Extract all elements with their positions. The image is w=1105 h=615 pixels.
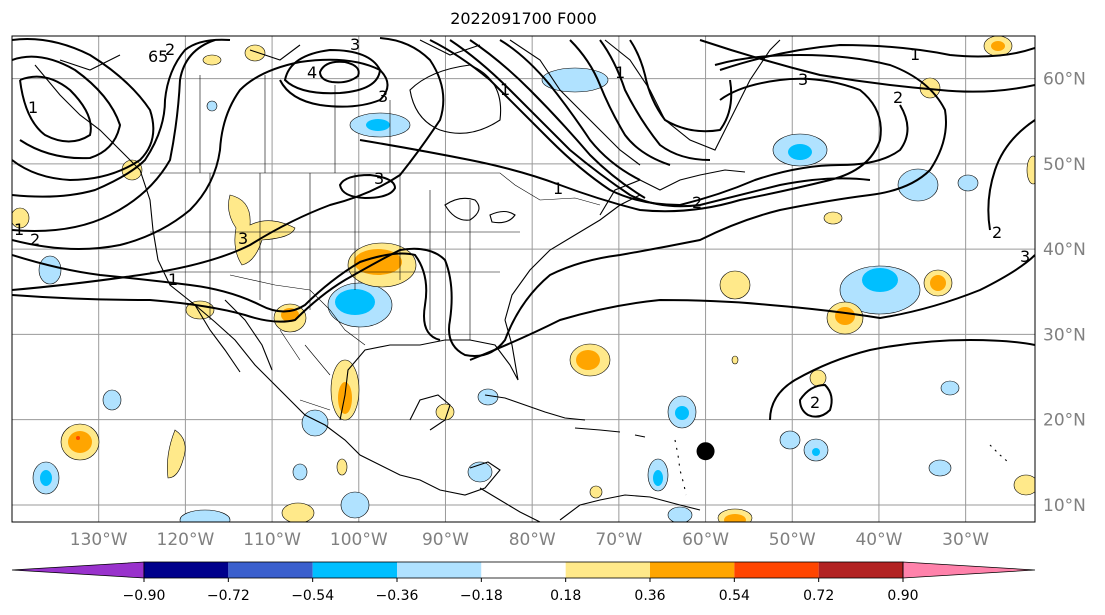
colorbar-tick-label: 0.72 bbox=[803, 588, 834, 604]
longitude-tick-label: 90°W bbox=[422, 530, 469, 550]
latitude-tick-label: 40°N bbox=[1043, 240, 1086, 260]
contour-label-group: 65 3 4 3 1 2 1 1 3 1 3 2 1 2 1 1 2 3 2 3… bbox=[14, 35, 1030, 412]
contour-label: 1 bbox=[168, 270, 178, 289]
latitude-tick-label: 30°N bbox=[1043, 325, 1086, 345]
colorbar-bin bbox=[144, 562, 229, 578]
longitude-tick-label: 40°W bbox=[855, 530, 902, 550]
contour-label: 1 bbox=[28, 98, 38, 117]
colorbar-bin bbox=[650, 562, 735, 578]
map-title: 2022091700 F000 bbox=[450, 9, 597, 28]
contour-label: 1 bbox=[910, 45, 920, 64]
colorbar-bin bbox=[818, 562, 903, 578]
longitude-tick-label: 130°W bbox=[70, 530, 128, 550]
contour-label: 3 bbox=[350, 35, 360, 54]
contour-label: 3 bbox=[374, 169, 384, 188]
colorbar: −0.90 −0.72 −0.54 −0.36 −0.18 0.18 0.36 0.54 0.7… bbox=[11, 561, 1036, 604]
colorbar-extend-low bbox=[11, 561, 145, 579]
longitude-tick-label: 60°W bbox=[682, 530, 729, 550]
contour-label: 2 bbox=[992, 223, 1002, 242]
longitude-tick-labels: 130°W 120°W 110°W 100°W 90°W 80°W 70°W 60°W 50°W… bbox=[70, 530, 989, 550]
colorbar-tick-label: 0.18 bbox=[550, 588, 581, 604]
latitude-tick-label: 20°N bbox=[1043, 411, 1086, 431]
contour-label: 1 bbox=[553, 179, 563, 198]
longitude-tick-label: 30°W bbox=[942, 530, 989, 550]
contour-label: 1 bbox=[615, 63, 625, 82]
colorbar-bin bbox=[397, 562, 482, 578]
colorbar-bin bbox=[228, 562, 313, 578]
longitude-tick-label: 80°W bbox=[509, 530, 556, 550]
latitude-tick-labels: 60°N 50°N 40°N 30°N 20°N 10°N bbox=[1043, 70, 1086, 516]
colorbar-tick-label: 0.54 bbox=[719, 588, 750, 604]
latitude-tick-label: 60°N bbox=[1043, 70, 1086, 90]
latitude-tick-label: 50°N bbox=[1043, 155, 1086, 175]
political-borders bbox=[150, 75, 601, 411]
contour-label: 2 bbox=[692, 193, 702, 212]
storm-center-marker bbox=[696, 442, 715, 461]
contour-label: 2 bbox=[893, 88, 903, 107]
colorbar-tick-label: −0.90 bbox=[123, 588, 166, 604]
colorbar-bin bbox=[312, 562, 397, 578]
longitude-tick-label: 50°W bbox=[769, 530, 816, 550]
longitude-tick-label: 120°W bbox=[157, 530, 215, 550]
contour-label: 3 bbox=[238, 229, 248, 248]
contour-label: 2 bbox=[810, 393, 820, 412]
colorbar-tick-label: 0.90 bbox=[887, 588, 918, 604]
colorbar-bin bbox=[565, 562, 650, 578]
contour-lines bbox=[12, 37, 1035, 421]
colorbar-bin bbox=[734, 562, 819, 578]
coastlines bbox=[34, 39, 1009, 522]
colorbar-extend-high bbox=[902, 561, 1036, 579]
colorbar-tick-label: −0.36 bbox=[376, 588, 419, 604]
longitude-tick-label: 70°W bbox=[595, 530, 642, 550]
colorbar-tick-label: 0.36 bbox=[634, 588, 665, 604]
colorbar-tick-label: −0.54 bbox=[291, 588, 334, 604]
contour-label: 3 bbox=[798, 70, 808, 89]
contour-label: 2 bbox=[30, 230, 40, 249]
colorbar-tick-label: −0.18 bbox=[460, 588, 503, 604]
colorbar-bin bbox=[481, 562, 566, 578]
contour-label: 2 bbox=[165, 40, 175, 59]
colorbar-tick-label: −0.72 bbox=[207, 588, 250, 604]
contour-label: 3 bbox=[378, 87, 388, 106]
contour-label: 3 bbox=[1020, 247, 1030, 266]
longitude-tick-label: 110°W bbox=[243, 530, 301, 550]
contour-label: 65 bbox=[148, 47, 168, 66]
contour-label: 1 bbox=[500, 80, 510, 99]
contour-label: 1 bbox=[14, 220, 24, 239]
latitude-tick-label: 10°N bbox=[1043, 496, 1086, 516]
longitude-tick-label: 100°W bbox=[330, 530, 388, 550]
contour-label: 4 bbox=[307, 63, 317, 82]
